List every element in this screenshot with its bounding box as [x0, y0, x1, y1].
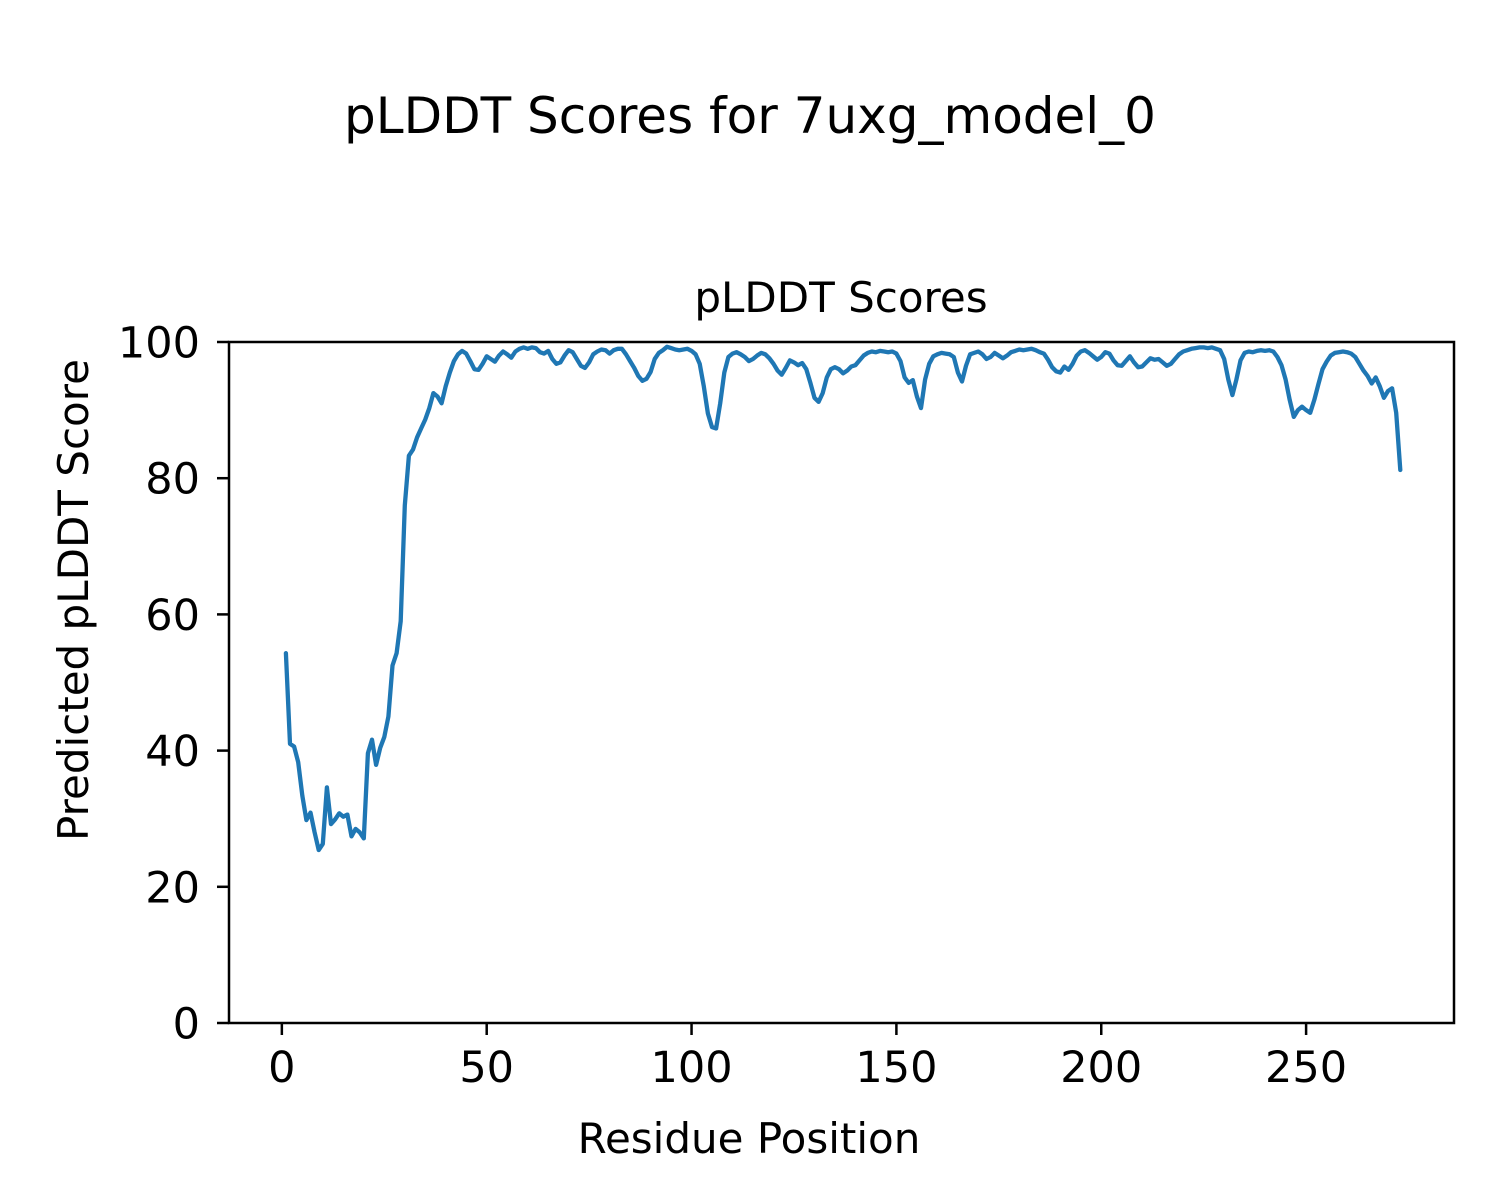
x-ticks	[280, 1023, 1308, 1035]
x-tick-label: 150	[855, 1043, 937, 1093]
x-tick-label: 50	[459, 1043, 514, 1093]
x-tick-label: 100	[651, 1043, 733, 1093]
y-tick-label: 20	[145, 863, 200, 913]
y-tick-label: 60	[145, 591, 200, 641]
x-tick-label: 200	[1060, 1043, 1142, 1093]
x-tick-label: 0	[268, 1043, 295, 1093]
y-axis-label: Predicted pLDDT Score	[49, 359, 98, 841]
plot-border	[227, 340, 1456, 1025]
y-ticks	[217, 340, 229, 1025]
axes-title: pLDDT Scores	[694, 273, 987, 322]
x-tick-label: 250	[1265, 1043, 1347, 1093]
y-tick-label: 100	[118, 319, 200, 369]
y-tick-label: 80	[145, 455, 200, 505]
x-axis-label: Residue Position	[578, 1114, 921, 1163]
plddt-series-line	[283, 344, 1403, 853]
figure-suptitle: pLDDT Scores for 7uxg_model_0	[344, 87, 1156, 145]
y-tick-labels: 0 20 40 60 80 100	[118, 319, 200, 1050]
y-tick-label: 0	[173, 1000, 200, 1050]
y-tick-label: 40	[145, 727, 200, 777]
x-tick-labels: 0 50 100 150 200 250	[268, 1043, 1347, 1093]
